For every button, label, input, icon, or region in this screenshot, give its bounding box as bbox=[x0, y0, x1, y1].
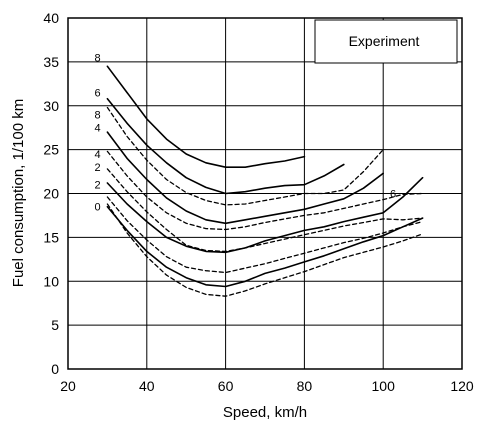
y-tick-label: 40 bbox=[43, 10, 59, 26]
curve-label: 2 bbox=[94, 162, 100, 174]
x-tick-label: 120 bbox=[450, 378, 474, 394]
dashed-curve-2 bbox=[106, 168, 424, 253]
solid-curve-8 bbox=[106, 65, 306, 168]
dashed-curve-4 bbox=[106, 150, 424, 231]
x-tick-label: 40 bbox=[139, 378, 155, 394]
legend-label: Experiment bbox=[349, 33, 420, 49]
curve-label: 8 bbox=[94, 52, 100, 64]
y-tick-label: 25 bbox=[43, 142, 59, 158]
curve-label: 6 bbox=[390, 189, 396, 201]
x-tick-labels: 20 40 60 80 100 120 bbox=[60, 378, 474, 394]
x-tick-label: 20 bbox=[60, 378, 76, 394]
series-group bbox=[106, 65, 424, 297]
y-axis-title: Fuel consumption, 1/100 km bbox=[10, 99, 27, 287]
curve-label: 4 bbox=[94, 149, 100, 161]
y-tick-label: 10 bbox=[43, 273, 59, 289]
solid-curve-4 bbox=[106, 131, 385, 225]
legend: Experiment bbox=[314, 19, 458, 64]
curve-label: 2 bbox=[94, 180, 100, 192]
x-tick-label: 100 bbox=[372, 378, 396, 394]
solid-curve-6 bbox=[106, 97, 345, 195]
x-tick-label: 60 bbox=[218, 378, 234, 394]
solid-curve-0 bbox=[106, 205, 424, 288]
legend-box bbox=[314, 19, 458, 64]
y-tick-label: 5 bbox=[51, 317, 59, 333]
dashed-curve-unlabeled bbox=[106, 203, 424, 297]
y-tick-label: 0 bbox=[51, 361, 59, 377]
y-tick-label: 20 bbox=[43, 186, 59, 202]
dashed-curve-8 bbox=[106, 106, 384, 206]
y-tick-labels: 0 5 10 15 20 25 30 35 40 bbox=[43, 10, 59, 377]
curve-label: 0 bbox=[94, 202, 100, 214]
curve-label: 6 bbox=[94, 88, 100, 100]
y-tick-label: 15 bbox=[43, 229, 59, 245]
x-tick-label: 80 bbox=[297, 378, 313, 394]
y-tick-label: 30 bbox=[43, 98, 59, 114]
curve-label: 4 bbox=[94, 123, 100, 135]
curve-label: 8 bbox=[94, 110, 100, 122]
dashed-curve-unlabeled bbox=[106, 196, 424, 274]
solid-curve-2 bbox=[106, 176, 424, 254]
y-tick-label: 35 bbox=[43, 54, 59, 70]
plot-frame bbox=[67, 17, 463, 370]
x-axis-title: Speed, km/h bbox=[223, 404, 307, 421]
